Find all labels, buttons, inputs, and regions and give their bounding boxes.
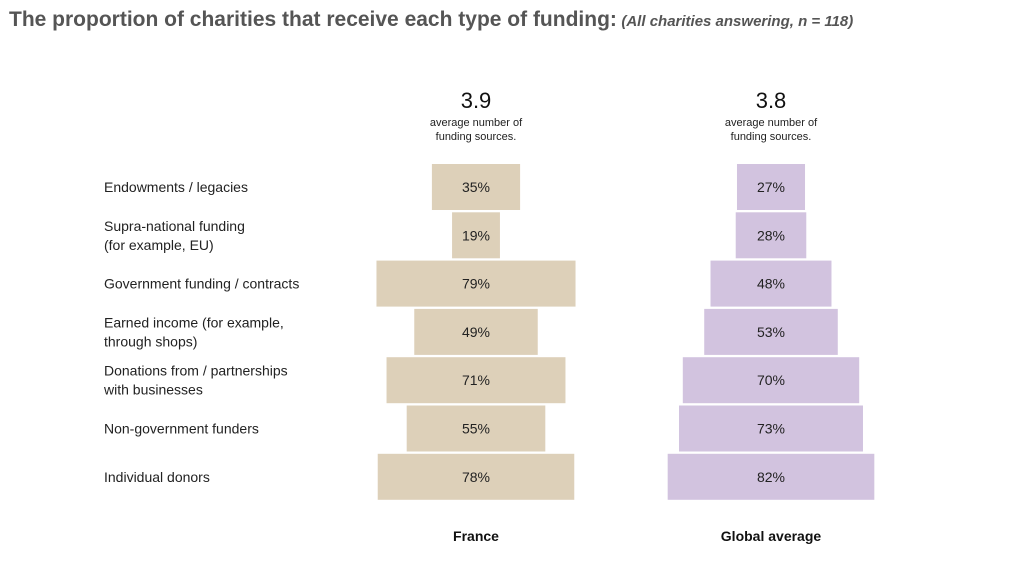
global-average-bar-label: 27%: [757, 179, 785, 195]
global-average-average-value: 3.8: [756, 88, 787, 113]
france-bar-label: 35%: [462, 179, 490, 195]
france-series-name: France: [453, 528, 499, 544]
global-average-bar: [704, 308, 838, 355]
france-bar: [376, 260, 576, 307]
france-bar-label: 79%: [462, 276, 490, 292]
chart-title: The proportion of charities that receive…: [9, 8, 617, 31]
global-average-bar-label: 48%: [757, 276, 785, 292]
category-label: Government funding / contracts: [104, 276, 299, 292]
france-bar: [452, 212, 500, 259]
france-bar-label: 49%: [462, 324, 490, 340]
chart-subtitle: (All charities answering, n = 118): [621, 13, 854, 30]
category-label: Donations from / partnerships with busine…: [103, 363, 288, 398]
category-label: Endowments / legacies: [104, 179, 248, 195]
france-bar-label: 55%: [462, 421, 490, 437]
global-average-bar-label: 53%: [757, 324, 785, 340]
france-bar: [377, 453, 575, 500]
global-average-bar-label: 82%: [757, 469, 785, 485]
global-average-bar-label: 70%: [757, 372, 785, 388]
france-average-value: 3.9: [461, 88, 492, 113]
france-bar: [431, 164, 521, 210]
france-average-caption: funding sources.: [436, 131, 517, 143]
france-bar-label: 78%: [462, 469, 490, 485]
global-average-bar: [679, 405, 863, 452]
global-average-average-caption: average number of: [725, 117, 818, 129]
global-average-series-name: Global average: [721, 528, 822, 544]
france-bar: [414, 308, 538, 355]
france-bar-label: 71%: [462, 372, 490, 388]
category-label: Individual donors: [104, 469, 210, 485]
france-average-caption: average number of: [430, 117, 523, 129]
france-bar: [386, 357, 566, 404]
global-average-bar: [735, 212, 807, 259]
global-average-bar-label: 73%: [757, 421, 785, 437]
france-bar: [406, 405, 546, 452]
global-average-bar: [667, 453, 875, 500]
global-average-bar-label: 28%: [757, 227, 785, 243]
category-label: Non-government funders: [104, 421, 259, 437]
global-average-bar: [710, 260, 832, 307]
global-average-bar: [682, 357, 860, 404]
france-bar-label: 19%: [462, 227, 490, 243]
global-average-average-caption: funding sources.: [731, 131, 812, 143]
global-average-bar: [736, 164, 806, 210]
category-label: Supra-national funding (for example, EU): [104, 218, 245, 253]
chart-title-block: The proportion of charities that receive…: [9, 8, 969, 33]
category-label: Earned income (for example, through shops…: [104, 314, 284, 349]
